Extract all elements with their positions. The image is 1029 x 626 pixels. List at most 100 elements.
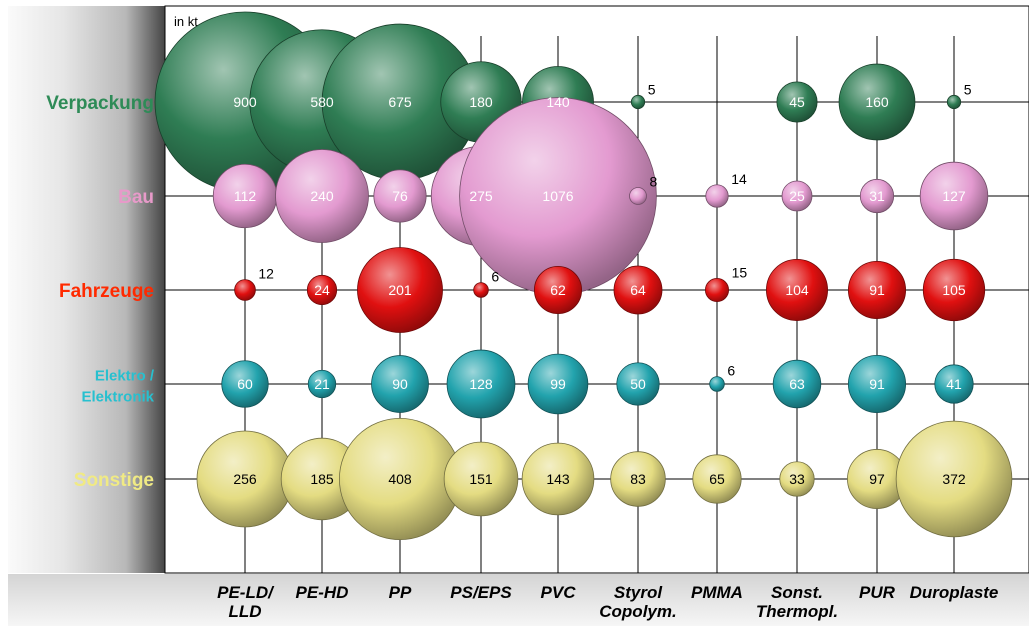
column-label: Thermopl. — [756, 602, 838, 621]
bubble-value-label: 275 — [469, 188, 493, 204]
bubble-value-label: 91 — [869, 376, 885, 392]
bubble-sonstige-ps-eps — [443, 441, 519, 517]
row-label-panel — [8, 6, 165, 573]
bubble-verpackung-sonst-thermopl- — [776, 81, 818, 123]
bubble-elektro-elektronik-sonst-thermopl- — [772, 359, 822, 409]
column-label: Sonst. — [771, 583, 823, 602]
bubble-bau-styrol-copolym- — [629, 187, 647, 205]
bubble-sonstige-pmma — [692, 454, 742, 504]
bubble-fahrzeuge-pe-ld-lld — [234, 279, 256, 301]
bubble-verpackung-duroplaste — [946, 94, 962, 110]
bubble-elektro-elektronik-pvc — [527, 353, 589, 415]
bubble-value-label: 14 — [731, 171, 747, 187]
bubble-value-label: 6 — [727, 363, 735, 379]
bubble-value-label: 5 — [648, 81, 656, 97]
column-label: PE-HD — [296, 583, 349, 602]
column-label: Duroplaste — [910, 583, 999, 602]
column-label: PVC — [541, 583, 577, 602]
bubble-value-label: 63 — [789, 376, 805, 392]
bubble-value-label: 15 — [732, 264, 748, 280]
bubble-sonstige-styrol-copolym- — [610, 451, 666, 507]
bubble-value-label: 41 — [946, 376, 962, 392]
bubble-value-label: 1076 — [542, 188, 573, 204]
bubble-fahrzeuge-pvc — [533, 265, 583, 315]
bubble-fahrzeuge-pp — [357, 247, 443, 333]
bubble-value-label: 5 — [964, 81, 972, 97]
unit-label: in kt — [174, 14, 198, 29]
row-label: Verpackung — [46, 93, 154, 114]
bubble-value-label: 97 — [869, 471, 885, 487]
bubble-elektro-elektronik-ps-eps — [446, 349, 516, 419]
bubble-bau-sonst-thermopl- — [781, 180, 813, 212]
row-label: Sonstige — [74, 470, 154, 491]
bubble-value-label: 90 — [392, 376, 408, 392]
bubble-value-label: 180 — [469, 94, 493, 110]
column-label: PS/EPS — [450, 583, 512, 602]
bubble-fahrzeuge-duroplaste — [922, 258, 986, 322]
bubble-bau-pp — [373, 169, 427, 223]
bubble-value-label: 62 — [550, 282, 566, 298]
bubble-value-label: 99 — [550, 376, 566, 392]
bubble-elektro-elektronik-pmma — [709, 376, 725, 392]
bubble-value-label: 60 — [237, 376, 253, 392]
bubble-value-label: 240 — [310, 188, 334, 204]
bubble-value-label: 25 — [789, 188, 805, 204]
column-label: PUR — [859, 583, 896, 602]
bubble-value-label: 65 — [709, 471, 725, 487]
bubble-value-label: 12 — [258, 266, 274, 282]
bubble-value-label: 50 — [630, 376, 646, 392]
row-labels: Verpackung Bau Fahrzeuge Elektro / Elektroni… — [46, 93, 155, 491]
bubble-sonstige-sonst-thermopl- — [779, 461, 815, 497]
bubble-value-label: 408 — [388, 471, 412, 487]
bubble-value-label: 372 — [942, 471, 966, 487]
bubble-elektro-elektronik-pe-ld-lld — [221, 360, 269, 408]
bubble-elektro-elektronik-pp — [371, 355, 429, 413]
bubble-value-label: 24 — [314, 282, 330, 298]
row-label: Elektronik — [81, 389, 154, 406]
bubble-fahrzeuge-ps-eps — [473, 282, 489, 298]
bubble-bau-pe-hd — [275, 149, 369, 243]
bubble-value-label: 31 — [869, 188, 885, 204]
bubble-value-label: 201 — [388, 282, 412, 298]
column-label: Copolym. — [599, 602, 676, 621]
bubble-value-label: 21 — [314, 376, 330, 392]
bubble-value-label: 185 — [310, 471, 334, 487]
row-label: Elektro / — [95, 368, 155, 385]
bubble-value-label: 143 — [546, 471, 570, 487]
bubble-bau-pur — [859, 178, 895, 214]
bubble-sonstige-pvc — [521, 442, 595, 516]
bubble-fahrzeuge-sonst-thermopl- — [766, 259, 828, 321]
bubble-value-label: 76 — [392, 188, 408, 204]
bubble-value-label: 140 — [546, 94, 570, 110]
bubble-fahrzeuge-pur — [847, 260, 907, 320]
bubble-value-label: 675 — [388, 94, 412, 110]
bubble-value-label: 104 — [785, 282, 809, 298]
bubble-value-label: 151 — [469, 471, 493, 487]
bubble-fahrzeuge-styrol-copolym- — [613, 265, 663, 315]
bubble-verpackung-pur — [838, 63, 916, 141]
column-label: PMMA — [691, 583, 743, 602]
bubble-fahrzeuge-pmma — [704, 277, 730, 303]
bubble-elektro-elektronik-pe-hd — [307, 369, 337, 399]
bubble-value-label: 83 — [630, 471, 646, 487]
bubble-elektro-elektronik-styrol-copolym- — [616, 362, 660, 406]
bubble-bau-duroplaste — [919, 161, 989, 231]
bubble-value-label: 112 — [234, 188, 257, 204]
bubble-fahrzeuge-pe-hd — [306, 274, 338, 306]
bubbles: 900 580 675 180 140 5 45 160 5 112 240 76 275 1076 8 14… — [154, 11, 1013, 540]
column-label: PP — [389, 583, 412, 602]
bubble-value-label: 580 — [310, 94, 334, 110]
bubble-value-label: 128 — [469, 376, 493, 392]
bubble-value-label: 256 — [233, 471, 257, 487]
row-label: Fahrzeuge — [59, 281, 154, 302]
bubble-value-label: 45 — [789, 94, 805, 110]
column-label: Styrol — [614, 583, 663, 602]
bubble-verpackung-styrol-copolym- — [630, 94, 646, 110]
bubble-value-label: 8 — [649, 174, 657, 190]
bubble-value-label: 6 — [491, 269, 499, 285]
bubble-value-label: 105 — [942, 282, 966, 298]
row-label: Bau — [118, 187, 154, 208]
column-label: PE-LD/ — [217, 583, 275, 602]
